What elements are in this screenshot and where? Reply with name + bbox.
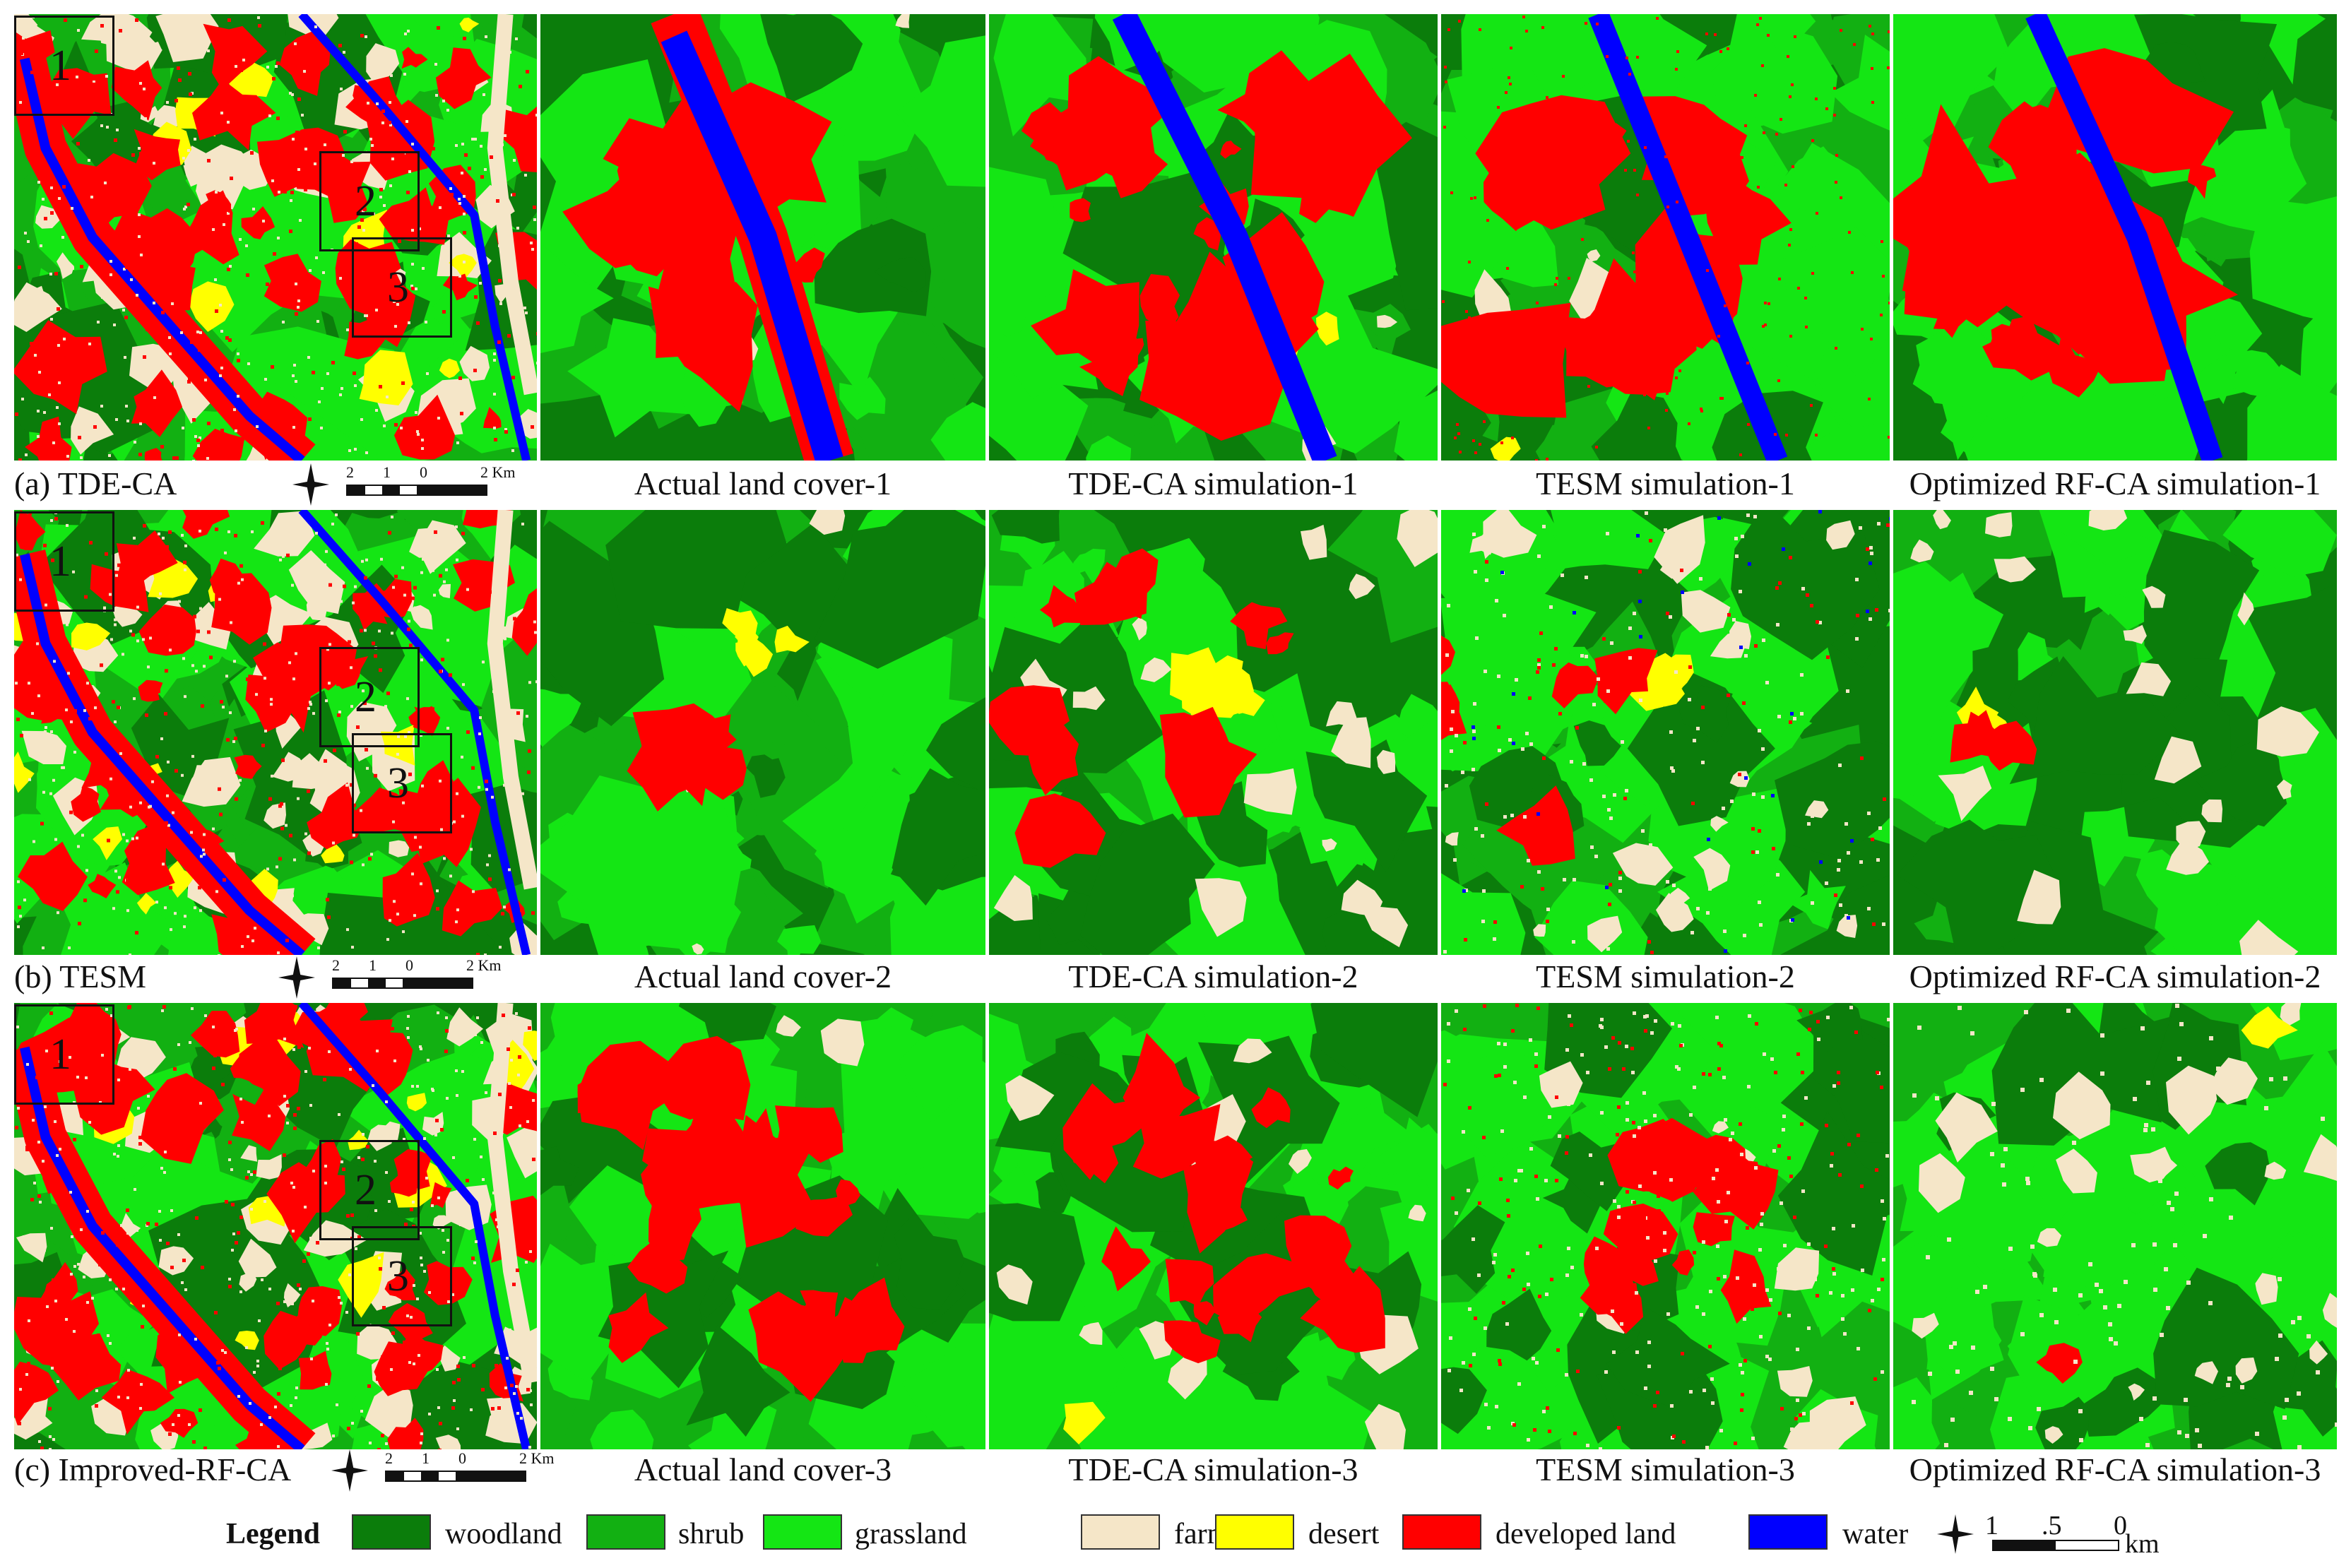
north-arrow-icon [278,956,315,999]
land-cover-panel [1441,1003,1890,1449]
scale-tick-label: 0 [405,956,413,974]
scale-bar: 2 1 0 2 Km [331,1449,618,1499]
study-area-box [352,237,452,338]
scale-tick-label: 2 [385,1449,393,1467]
legend-label: water [1842,1518,1909,1550]
scale-tick-label: 2 Km [480,463,516,481]
overview-caption: (b) TESM [14,958,146,994]
legend-swatch [1215,1514,1294,1550]
study-area-number: 2 [355,673,377,721]
study-area-number: 2 [355,177,377,225]
study-area-number: 3 [387,263,409,311]
panel-caption: TDE-CA simulation-2 [1068,958,1358,994]
study-area-box [14,16,114,116]
legend-label: shrub [678,1518,745,1550]
study-area-number: 3 [387,759,409,807]
legend-swatch [352,1514,431,1550]
legend-label: grassland [855,1518,967,1550]
panel-caption: Actual land cover-3 [634,1451,892,1487]
scale-bar-graphic [332,978,473,989]
legend-title: Legend [226,1518,321,1550]
legend-scale-unit: km [2125,1529,2160,1559]
legend-swatch [763,1514,842,1550]
legend-scale-tick: 1 [1985,1511,1998,1540]
scale-tick-label: 2 [332,956,340,974]
overview-map [14,14,537,461]
legend-swatch [1402,1514,1481,1550]
study-area-box [352,1226,452,1326]
land-cover-panel [1441,510,1890,955]
legend-scale-tick: .5 [2042,1511,2062,1540]
scale-tick-label: 2 Km [466,956,502,974]
north-arrow-icon [292,463,329,506]
land-cover-panel [1441,14,1890,461]
scale-bar-graphic [385,1471,526,1482]
study-area-number: 1 [49,1031,71,1079]
study-area-number: 3 [387,1252,409,1300]
scale-tick-label: 2 [346,463,354,481]
land-cover-panel [1893,1003,2337,1449]
scale-tick-label: 1 [383,463,391,481]
scale-bar: 2 1 0 2 Km [292,463,579,513]
land-cover-panel [540,1003,985,1449]
study-area-number: 2 [355,1166,377,1214]
legend-scale-graphic [1992,1540,2119,1551]
land-cover-panel [989,14,1438,461]
study-area-box [319,647,420,747]
legend-label: desert [1308,1518,1380,1550]
north-arrow-icon [331,1449,368,1492]
land-cover-panel [1893,14,2337,461]
scale-tick-label: 2 Km [519,1449,555,1467]
land-cover-panel [989,510,1438,955]
panel-caption: Optimized RF-CA simulation-3 [1909,1451,2321,1487]
scale-bar: 2 1 0 2 Km [278,956,565,1006]
scale-bar-graphic [346,485,487,496]
study-area-box [14,1004,114,1105]
overview-caption: (c) Improved-RF-CA [14,1451,292,1487]
legend-scale-tick: 0 [2114,1511,2127,1540]
overview-map [14,1003,537,1449]
study-area-box [14,511,114,612]
legend-swatch [1081,1514,1160,1550]
scale-tick-label: 0 [420,463,427,481]
scale-tick-label: 0 [458,1449,466,1467]
panel-caption: Optimized RF-CA simulation-1 [1909,465,2321,501]
legend-swatch [586,1514,665,1550]
panel-caption: TESM simulation-3 [1536,1451,1795,1487]
land-cover-panel [1893,510,2337,955]
study-area-box [352,733,452,833]
panel-caption: TESM simulation-1 [1536,465,1795,501]
study-area-box [319,1140,420,1240]
land-cover-panel [540,510,985,955]
land-cover-panel [989,1003,1438,1449]
legend-label: woodland [445,1518,562,1550]
north-arrow-icon [1937,1514,1974,1554]
panel-caption: TESM simulation-2 [1536,958,1795,994]
panel-caption: Actual land cover-2 [634,958,892,994]
land-cover-panel [540,14,985,461]
study-area-box [319,151,420,251]
overview-caption: (a) TDE-CA [14,465,177,501]
study-area-number: 1 [49,42,71,90]
scale-tick-label: 1 [369,956,377,974]
legend: Legendwoodlandshrubgrasslandfarmlanddese… [212,1510,2324,1559]
legend-scale-bar: 1 .5 0 km [1936,1510,2190,1559]
study-area-number: 1 [49,537,71,586]
legend-swatch [1748,1514,1828,1550]
panel-caption: Optimized RF-CA simulation-2 [1909,958,2321,994]
scale-tick-label: 1 [422,1449,430,1467]
panel-caption: TDE-CA simulation-1 [1068,465,1358,501]
panel-caption: Actual land cover-1 [634,465,892,501]
legend-label: developed land [1496,1518,1676,1550]
panel-caption: TDE-CA simulation-3 [1068,1451,1358,1487]
